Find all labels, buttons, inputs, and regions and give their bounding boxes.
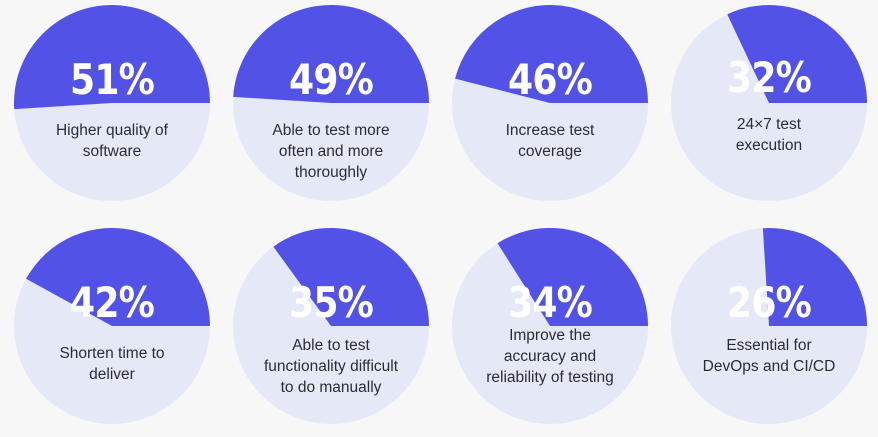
pie-chart	[13, 5, 210, 201]
pie-slice-value	[455, 5, 648, 104]
pie-chart	[671, 5, 867, 201]
pie-chart	[671, 227, 867, 424]
pie-chart	[452, 5, 648, 201]
pie-chart	[452, 228, 648, 424]
pie-slice-value	[727, 5, 867, 103]
pie-slice-value	[233, 4, 429, 103]
pie-chart	[233, 228, 429, 424]
pie-chart	[14, 227, 211, 424]
pie-slice-value	[497, 228, 648, 326]
pie-slice-value	[762, 227, 867, 326]
pie-slice-value	[26, 227, 211, 326]
pie-slice-value	[273, 228, 429, 326]
pie-slice-value	[13, 5, 210, 110]
pie-chart	[233, 4, 429, 201]
